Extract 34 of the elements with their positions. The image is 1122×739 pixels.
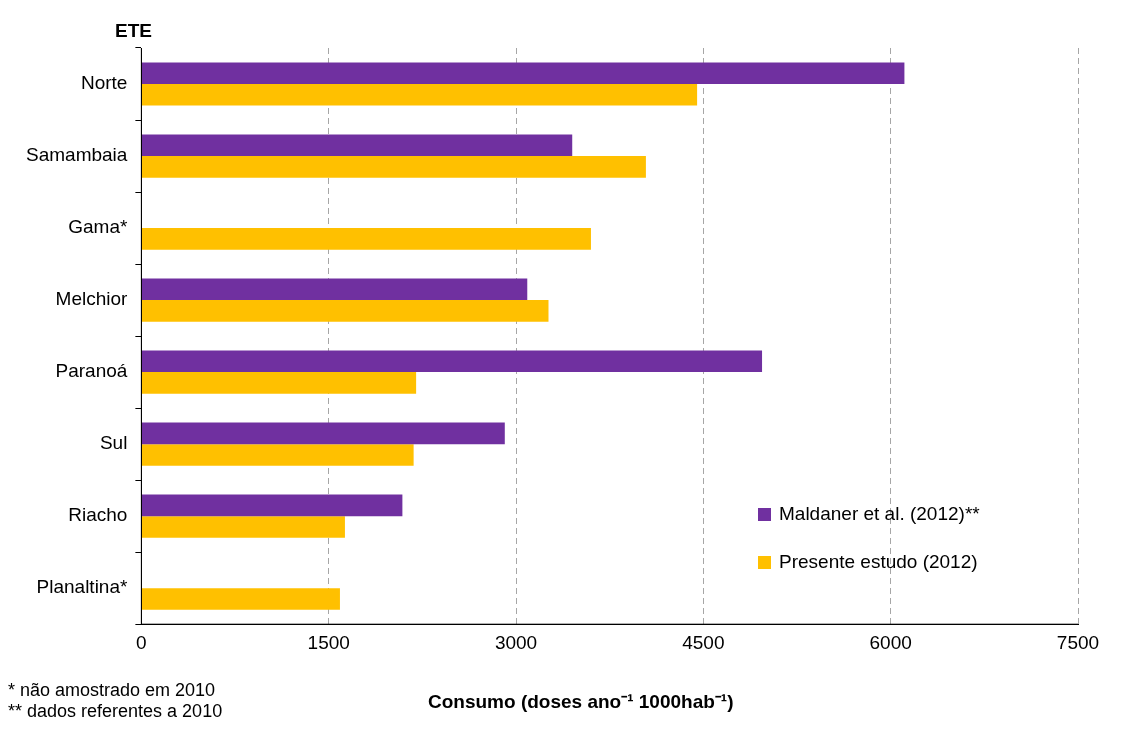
bar (141, 516, 345, 538)
x-axis-title: Consumo (doses ano⁻¹ 1000hab⁻¹) (428, 690, 734, 714)
bar (141, 588, 340, 610)
y-tick-label: Norte (80, 72, 128, 94)
bar (141, 372, 417, 394)
text: * não amostrado em 2010 (8, 680, 217, 701)
y-axis-title: ETE (115, 20, 152, 42)
y-tick-label: Samambaia (25, 144, 128, 166)
bar (141, 134, 573, 157)
x-tick-label: 1500 (307, 631, 350, 653)
bar (141, 422, 505, 445)
y-tick-label: Planaltina* (36, 576, 128, 598)
bar (141, 156, 646, 178)
text: ** dados referentes a 2010 (8, 701, 223, 722)
bar (141, 444, 414, 466)
bar (141, 350, 763, 373)
x-tick-label: 3000 (494, 631, 538, 653)
y-tick-label: Gama* (68, 216, 128, 238)
bar (141, 62, 905, 85)
legend-label: Maldaner et al. (2012)** (779, 503, 980, 525)
legend-label: Presente estudo (2012) (779, 551, 978, 573)
x-tick-label: 0 (136, 631, 147, 653)
bar (141, 228, 591, 250)
bar (141, 300, 549, 322)
bar (141, 278, 528, 301)
x-tick-label: 7500 (1056, 631, 1100, 653)
y-tick-label: Paranoá (55, 360, 128, 382)
y-tick-label: Melchior (55, 288, 129, 310)
y-tick-label: Riacho (68, 504, 128, 526)
x-tick-label: 6000 (869, 631, 912, 653)
bar (141, 494, 403, 517)
x-tick-label: 4500 (682, 631, 725, 653)
bar (141, 84, 698, 106)
y-tick-label: Sul (99, 432, 128, 454)
